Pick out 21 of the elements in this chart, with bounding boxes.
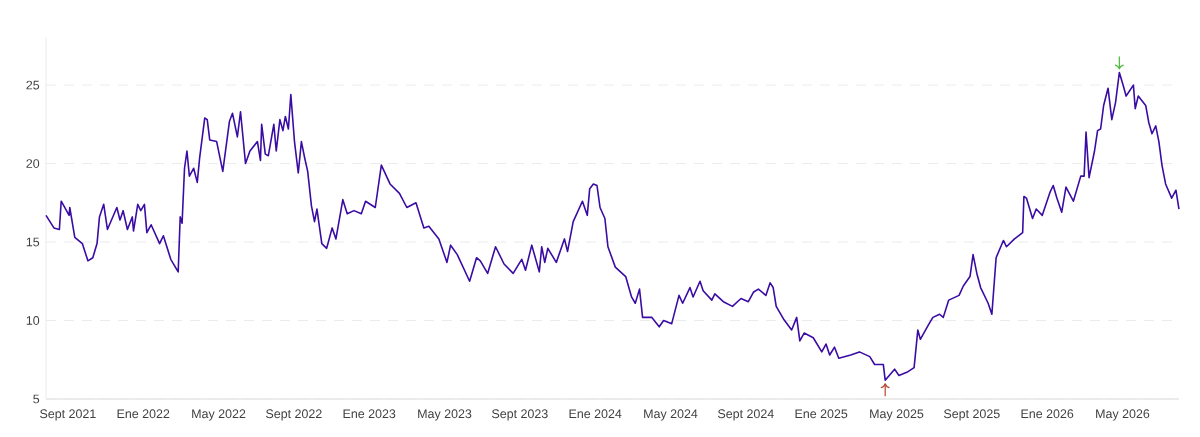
x-tick-label: Ene 2024	[569, 409, 622, 419]
y-tick-label: 25	[26, 80, 40, 90]
x-tick-label: Sept 2021	[40, 409, 96, 421]
x-tick-label: May 2023	[418, 409, 472, 421]
x-tick-label: Ene 2025	[795, 409, 848, 419]
x-tick-label: Sept 2022	[266, 409, 322, 421]
x-tick-label: Sept 2023	[492, 409, 548, 421]
x-tick-label: Ene 2022	[117, 409, 170, 419]
x-tick-label: Ene 2023	[343, 409, 396, 419]
x-tick-label: May 2024	[644, 409, 698, 421]
line-series	[45, 71, 1180, 381]
x-tick-label: Sept 2025	[943, 409, 1000, 421]
y-tick-label: 20	[26, 159, 40, 168]
y-tick-label: 10	[26, 316, 40, 325]
x-tick-label: Ene 2026	[1021, 409, 1074, 419]
y-tick-label: 5	[33, 394, 40, 404]
x-tick-label: May 2026	[1096, 409, 1150, 421]
y-tick-label: 15	[26, 237, 40, 247]
x-tick-label: May 2025	[870, 409, 924, 421]
x-tick-label: Sept 2024	[718, 409, 774, 421]
x-tick-label: May 2022	[192, 409, 246, 421]
